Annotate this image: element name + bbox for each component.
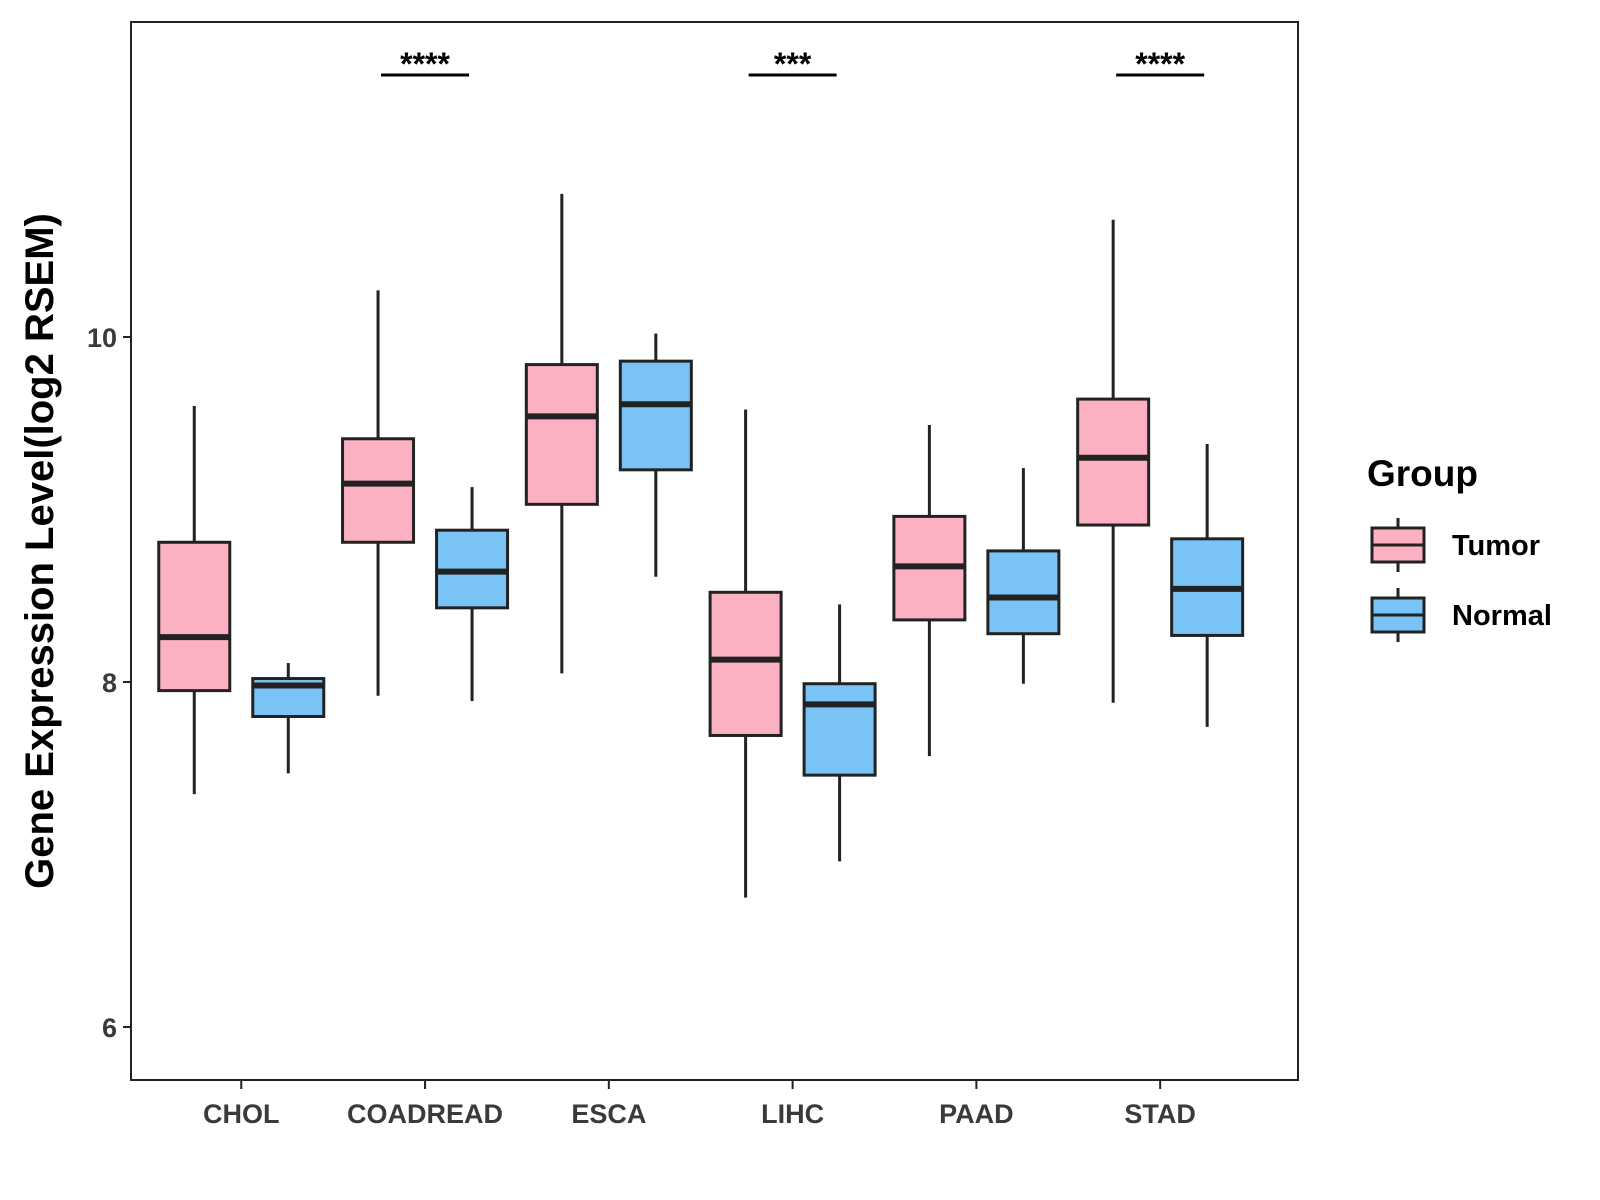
legend: Group Tumor Normal bbox=[1367, 453, 1552, 642]
box-body bbox=[802, 682, 877, 777]
box-body bbox=[1076, 397, 1151, 527]
box-body bbox=[524, 363, 599, 506]
legend-title: Group bbox=[1367, 453, 1478, 494]
box-tumor-lihc bbox=[708, 409, 783, 898]
x-axis: CHOL COADREAD ESCA LIHC PAAD STAD bbox=[203, 1080, 1196, 1129]
significance-label: **** bbox=[1135, 46, 1185, 82]
x-tick-label: COADREAD bbox=[347, 1099, 503, 1129]
box-body bbox=[618, 359, 693, 472]
significance-label: *** bbox=[774, 46, 812, 82]
y-tick-label: 8 bbox=[102, 668, 117, 698]
box-tumor-esca bbox=[524, 193, 599, 674]
box-body bbox=[157, 540, 232, 693]
chart-marks: **** *** **** bbox=[157, 46, 1245, 898]
significance-label: **** bbox=[400, 46, 450, 82]
x-tick-label: CHOL bbox=[203, 1099, 280, 1129]
box-tumor-coadread bbox=[341, 290, 416, 696]
box-normal-lihc bbox=[802, 604, 877, 862]
legend-item-normal: Normal bbox=[1370, 588, 1552, 642]
box-tumor-chol bbox=[157, 406, 232, 795]
y-axis: 6 8 10 bbox=[87, 323, 131, 1043]
box-normal-coadread bbox=[435, 487, 510, 701]
legend-item-tumor: Tumor bbox=[1370, 518, 1540, 572]
legend-label: Normal bbox=[1452, 600, 1552, 632]
legend-label: Tumor bbox=[1452, 530, 1540, 562]
box-body bbox=[341, 437, 416, 544]
x-tick-label: STAD bbox=[1124, 1099, 1196, 1129]
y-axis-title: Gene Expression Level(log2 RSEM) bbox=[18, 213, 62, 889]
box-normal-esca bbox=[618, 333, 693, 577]
box-normal-paad bbox=[986, 468, 1061, 684]
plot-panel bbox=[130, 21, 1299, 1081]
box-tumor-stad bbox=[1076, 219, 1151, 703]
box-normal-stad bbox=[1170, 443, 1245, 727]
box-tumor-paad bbox=[892, 424, 967, 757]
x-tick-label: LIHC bbox=[761, 1099, 824, 1129]
x-tick-label: ESCA bbox=[571, 1099, 646, 1129]
box-normal-chol bbox=[251, 663, 326, 774]
x-tick-label: PAAD bbox=[939, 1099, 1014, 1129]
box-body bbox=[708, 590, 783, 737]
y-tick-label: 10 bbox=[87, 323, 117, 353]
y-tick-label: 6 bbox=[102, 1013, 117, 1043]
box-body bbox=[986, 549, 1061, 636]
